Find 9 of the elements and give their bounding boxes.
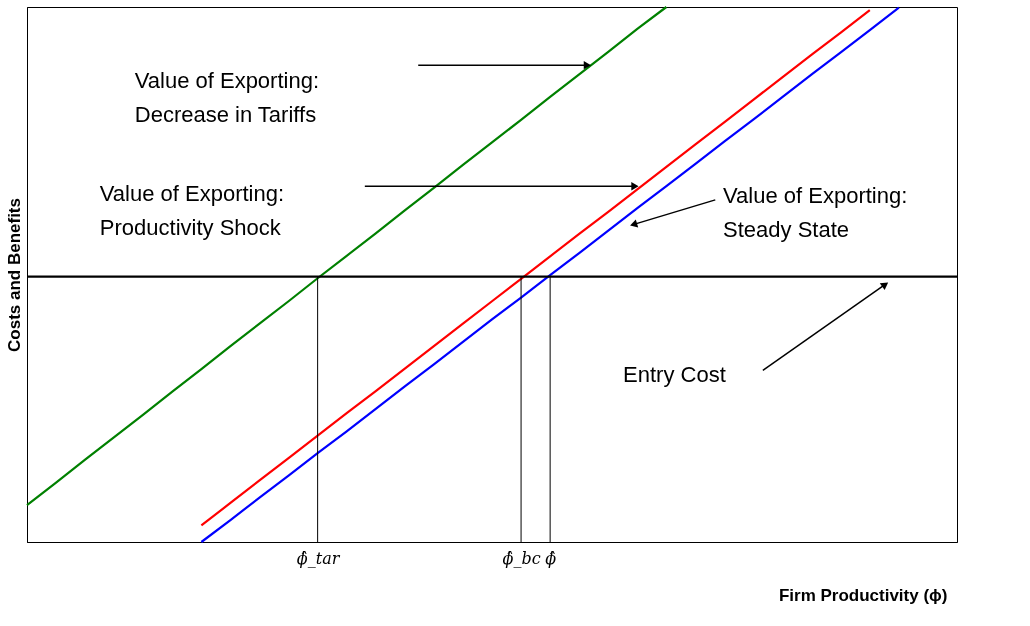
annotation: Value of Exporting: Steady State: [723, 182, 908, 242]
x-axis-title: Firm Productivity (ϕ): [778, 585, 948, 605]
x-tick-label: ϕ̂: [545, 548, 557, 568]
annotation: Value of Exporting: Productivity Shock: [99, 181, 285, 241]
annotation: Value of Exporting: Decrease in Tariffs: [134, 67, 320, 127]
annotation: Entry Cost: [623, 362, 726, 388]
x-tick-label: ϕ̂_tar: [296, 548, 341, 568]
x-tick-label: ϕ̂_bc: [502, 548, 541, 568]
y-axis-title: Costs and Benefits: [4, 198, 24, 352]
